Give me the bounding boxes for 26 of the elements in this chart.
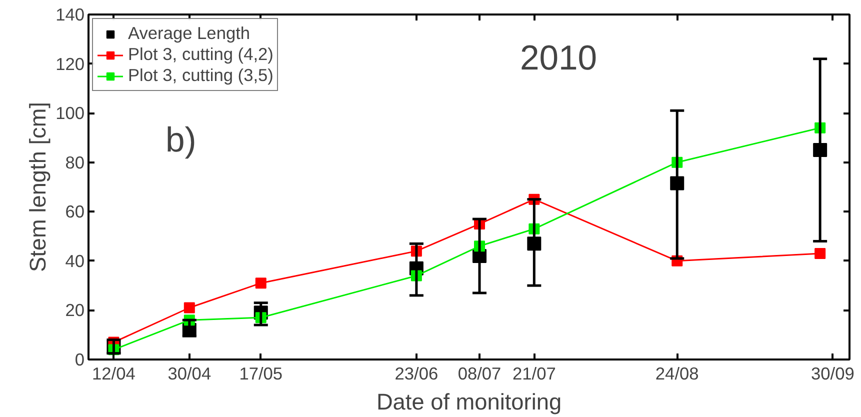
y-tick-label: 0 [74,350,85,370]
x-tick-label: 17/05 [239,364,283,384]
y-tick-label: 60 [65,202,85,222]
point [184,302,195,314]
text: 2010 [520,40,598,78]
x-tick-label: 23/06 [394,364,438,384]
y-tick-label: 80 [65,152,85,172]
y-tick-label: 140 [56,4,85,24]
x-tick-label: 12/04 [92,364,136,384]
y-tick-label: 120 [56,54,85,74]
legend-label: Plot 3, cutting (4,2) [128,44,274,65]
x-tick-label: 21/07 [512,364,556,384]
y-axis-title: Stem length [cm] [24,102,51,272]
y-tick-label: 20 [65,300,85,320]
x-tick-label: 08/07 [458,364,502,384]
x-axis-title: Date of monitoring [376,388,562,414]
x-tick-label: 24/08 [655,364,699,384]
y-tick-label: 100 [56,103,85,124]
point [814,248,826,260]
point [255,278,266,289]
legend-label: Average Length [128,23,250,44]
annotation: b) [166,122,196,160]
x-tick-label: 30/09 [811,364,854,384]
x-tick-label: 30/04 [168,364,212,384]
legend-label: Plot 3, cutting (3,5) [128,65,274,86]
y-tick-label: 40 [65,250,85,271]
